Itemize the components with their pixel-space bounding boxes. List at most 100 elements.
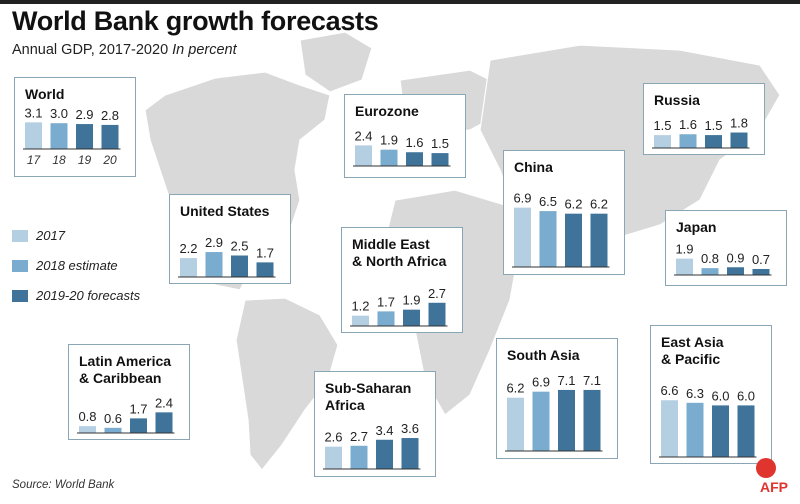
bar-chart: 0.8 0.6 1.7 2.4 <box>77 395 175 434</box>
bar <box>507 397 524 451</box>
bar <box>50 123 68 149</box>
bar-chart: 2.2 2.9 2.5 1.7 <box>178 235 276 278</box>
bar <box>701 268 719 275</box>
year-tick-label: 20 <box>102 153 117 167</box>
year-tick-label: 17 <box>27 153 42 167</box>
data-label: 2.9 <box>75 107 93 122</box>
panel-sub-saharan-africa: Sub-Saharan Africa 2.6 2.7 3.4 3.6 <box>314 371 436 477</box>
bar <box>679 134 697 148</box>
bar <box>406 152 423 166</box>
bar <box>590 213 608 267</box>
bar-chart: 1.2 1.7 1.9 2.7 <box>350 286 448 327</box>
panel-china: China 6.9 6.5 6.2 6.2 <box>503 150 625 275</box>
data-label: 0.9 <box>726 250 744 265</box>
data-label: 6.5 <box>539 194 557 209</box>
page-title: World Bank growth forecasts <box>12 6 379 36</box>
bar <box>514 207 531 267</box>
panel-world: World 3.1 17 3.0 18 2.9 19 2.8 20 <box>14 77 136 177</box>
legend-label: 2017 <box>36 228 65 243</box>
bar-chart: 1.9 0.8 0.9 0.7 <box>674 242 772 276</box>
data-label: 6.9 <box>513 191 531 206</box>
data-label: 1.2 <box>351 299 369 314</box>
legend-label: 2019-20 forecasts <box>36 288 141 303</box>
data-label: 6.9 <box>532 375 550 390</box>
panel-title: Eurozone <box>355 103 419 119</box>
south-america-landmass <box>235 297 339 471</box>
data-label: 2.7 <box>428 286 446 301</box>
greenland-landmass <box>299 31 373 93</box>
bar <box>101 124 119 149</box>
data-label: 3.6 <box>401 421 419 436</box>
bar <box>532 391 550 451</box>
year-tick-label: 18 <box>52 153 66 167</box>
data-label: 1.5 <box>653 118 671 133</box>
data-label: 1.9 <box>402 293 420 308</box>
panel-japan: Japan 1.9 0.8 0.9 0.7 <box>665 210 787 286</box>
data-label: 6.0 <box>737 388 755 403</box>
bar <box>376 439 393 469</box>
legend-swatch <box>12 290 28 302</box>
panel-middle-east-north-africa: Middle East & North Africa 1.2 1.7 1.9 2.7 <box>341 227 463 333</box>
data-label: 2.9 <box>205 235 223 250</box>
data-label: 0.6 <box>104 411 122 426</box>
panel-title: China <box>514 159 553 175</box>
bar <box>583 389 601 451</box>
data-label: 0.7 <box>752 252 770 267</box>
bar <box>676 258 693 275</box>
legend-label: 2018 estimate <box>36 258 118 273</box>
data-label: 7.1 <box>583 373 601 388</box>
data-label: 0.8 <box>701 251 719 266</box>
bar <box>752 268 770 275</box>
data-label: 6.3 <box>686 386 704 401</box>
panel-east-asia-pacific: East Asia & Pacific 6.6 6.3 6.0 6.0 <box>650 325 772 464</box>
bar <box>79 426 96 433</box>
panel-title: World <box>25 86 65 102</box>
bar <box>737 405 755 457</box>
data-label: 1.9 <box>675 242 693 257</box>
data-label: 2.2 <box>179 241 197 256</box>
bar <box>180 258 197 277</box>
data-label: 2.4 <box>155 395 173 410</box>
bar <box>325 446 342 469</box>
year-tick-label: 19 <box>78 153 92 167</box>
bar-chart: 2.4 1.9 1.6 1.5 <box>353 128 451 167</box>
bar <box>25 122 42 149</box>
data-label: 2.4 <box>354 128 372 143</box>
bar <box>377 311 395 326</box>
panel-united-states: United States 2.2 2.9 2.5 1.7 <box>169 194 291 284</box>
panel-latin-america-caribbean: Latin America & Caribbean 0.8 0.6 1.7 2.4 <box>68 344 190 440</box>
panel-title: Latin America & Caribbean <box>79 353 172 386</box>
data-label: 1.7 <box>377 294 395 309</box>
bar-chart: 1.5 1.6 1.5 1.8 <box>652 116 750 149</box>
top-rule <box>0 0 800 4</box>
legend-swatch <box>12 260 28 272</box>
bar <box>380 149 398 166</box>
bar <box>155 412 173 433</box>
data-label: 2.6 <box>324 430 342 445</box>
panel-title: South Asia <box>507 347 580 363</box>
bar <box>727 267 744 275</box>
subtitle: Annual GDP, 2017-2020 In percent <box>12 42 237 58</box>
bar-chart: 2.6 2.7 3.4 3.6 <box>323 421 421 470</box>
bar <box>654 135 671 148</box>
source-note: Source: World Bank <box>12 479 115 491</box>
afp-logo: AFP <box>756 458 788 495</box>
bar-chart: 6.9 6.5 6.2 6.2 <box>512 191 610 268</box>
panel-title: United States <box>180 203 270 219</box>
bar <box>431 153 449 166</box>
panel-title: Russia <box>654 92 700 108</box>
data-label: 6.2 <box>506 381 524 396</box>
unit-label: In percent <box>172 42 237 58</box>
bar <box>205 252 223 277</box>
bar <box>539 211 557 267</box>
panel-title: Japan <box>676 219 717 235</box>
data-label: 0.8 <box>78 409 96 424</box>
data-label: 3.1 <box>24 105 42 120</box>
data-label: 1.8 <box>730 116 748 131</box>
panel-title: Sub-Saharan Africa <box>325 380 412 413</box>
panel-russia: Russia 1.5 1.6 1.5 1.8 <box>643 83 765 155</box>
bar-chart: 3.1 17 3.0 18 2.9 19 2.8 20 <box>23 105 121 167</box>
data-label: 2.8 <box>101 108 119 123</box>
panel-south-asia: South Asia 6.2 6.9 7.1 7.1 <box>496 338 618 459</box>
